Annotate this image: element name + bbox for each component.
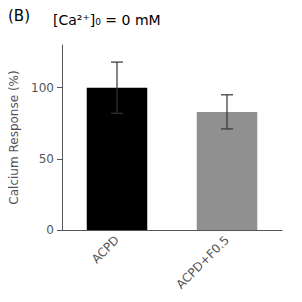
svg-text:50: 50 [39, 152, 54, 166]
svg-text:ACPD+F0.5: ACPD+F0.5 [173, 233, 232, 292]
svg-text:(B): (B) [8, 7, 30, 25]
svg-text:ACPD: ACPD [89, 233, 122, 266]
svg-text:Calcium Response (%): Calcium Response (%) [7, 70, 21, 204]
svg-text:100: 100 [31, 81, 54, 95]
svg-text:0: 0 [46, 223, 54, 237]
svg-text:[Ca²⁺]₀ = 0 mM: [Ca²⁺]₀ = 0 mM [53, 12, 161, 28]
